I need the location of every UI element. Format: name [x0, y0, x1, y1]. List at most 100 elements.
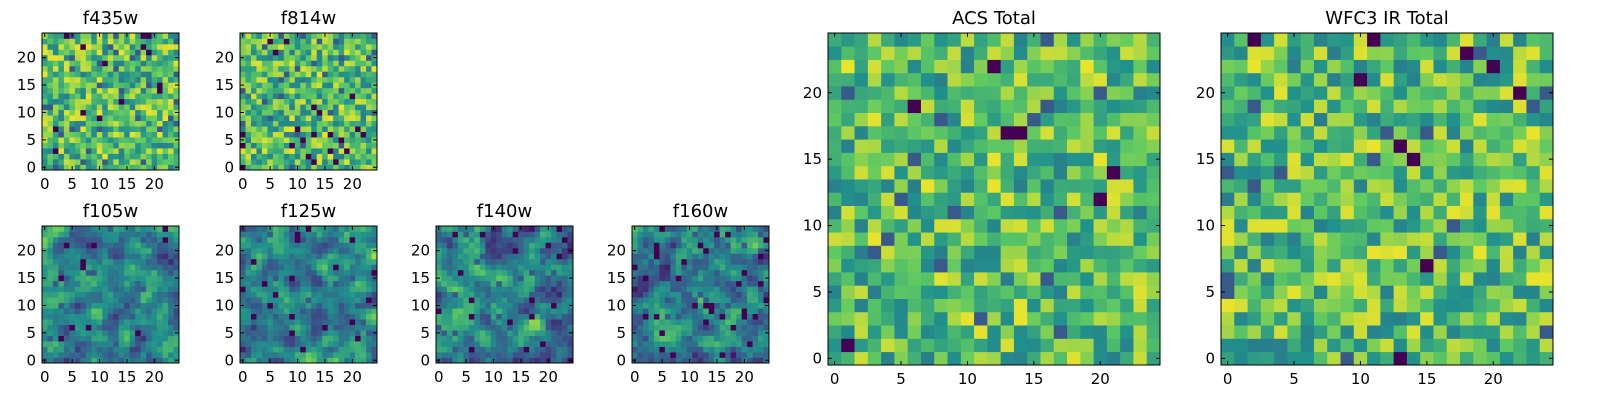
heatmap-cell [653, 269, 660, 276]
heatmap-cell [436, 269, 442, 276]
heatmap-cell [974, 33, 988, 47]
heatmap-cell [947, 125, 962, 140]
heatmap-cell [664, 258, 671, 265]
heatmap-cell [854, 86, 869, 100]
heatmap-cell [894, 232, 909, 246]
heatmap-cell [261, 236, 268, 243]
heatmap-cell [1120, 165, 1134, 180]
heatmap-cell [349, 87, 356, 94]
heatmap-cell [1067, 205, 1081, 220]
heatmap-cell [344, 115, 350, 122]
heatmap-cell [74, 153, 81, 160]
heatmap-cell [118, 357, 125, 364]
heatmap-cell [140, 291, 147, 298]
heatmap-cell [987, 59, 1001, 74]
heatmap-cell [1406, 165, 1421, 180]
heatmap-cell [562, 231, 568, 238]
x-tick-label: 0 [40, 175, 50, 193]
heatmap-cell [1247, 152, 1262, 167]
heatmap-cell [736, 330, 742, 336]
heatmap-cell [366, 131, 372, 138]
heatmap-cell [867, 285, 882, 299]
heatmap-cell [1067, 325, 1081, 339]
heatmap-cell [129, 226, 136, 232]
heatmap-cells [436, 226, 574, 364]
heatmap-cell [540, 346, 546, 353]
heatmap-cell [355, 109, 361, 116]
heatmap-cell [648, 297, 655, 304]
heatmap-cell [333, 126, 339, 132]
heatmap-cell [278, 87, 285, 94]
heatmap-cell [256, 226, 263, 232]
heatmap-cell [659, 335, 666, 342]
heatmap-cell [714, 308, 721, 315]
heatmap-cell [267, 142, 274, 149]
heatmap-cell [250, 109, 257, 116]
heatmap-cell [1106, 338, 1121, 353]
heatmap-cell [245, 319, 252, 325]
heatmap-cell [719, 231, 726, 238]
heatmap-cell [664, 231, 671, 238]
heatmap-cell [316, 148, 323, 154]
heatmap-cell [355, 291, 361, 298]
heatmap-cell [124, 242, 131, 249]
heatmap-cell [289, 226, 296, 232]
heatmap-cell [294, 60, 301, 67]
heatmap-cell [736, 308, 742, 315]
heatmap-cell [934, 46, 948, 60]
heatmap-cell [1473, 218, 1487, 233]
heatmap-cell [987, 72, 1001, 87]
heatmap-cell [920, 165, 935, 180]
heatmap-cell [752, 357, 759, 364]
heatmap-cell [140, 65, 147, 72]
heatmap-cell [69, 43, 76, 50]
heatmap-cell [355, 82, 361, 89]
heatmap-cell [551, 236, 557, 243]
heatmap-cell [934, 311, 948, 326]
heatmap-cell [692, 319, 699, 325]
heatmap-cell [69, 159, 76, 165]
heatmap-cell [642, 226, 649, 232]
heatmap-cell [841, 338, 855, 353]
heatmap-cell [283, 82, 290, 89]
heatmap-cell [562, 297, 568, 304]
heatmap-cell [91, 346, 98, 353]
heatmap-cell [1513, 165, 1527, 180]
heatmap-cell [52, 82, 59, 89]
heatmap-cell [1093, 179, 1108, 193]
heatmap-cell [474, 357, 481, 364]
heatmap-cell [58, 54, 65, 61]
heatmap-cell [333, 226, 339, 232]
heatmap-cell [102, 104, 109, 111]
heatmap-cell [534, 258, 541, 265]
heatmap-cell [1234, 298, 1248, 313]
heatmap-cell [256, 242, 263, 249]
heatmap-cell [327, 231, 334, 238]
heatmap-cell [135, 324, 141, 331]
heatmap-cell [987, 311, 1001, 326]
heatmap-cell [763, 346, 770, 353]
heatmap-cell [681, 341, 688, 347]
heatmap-cell [333, 43, 339, 50]
heatmap-cell [157, 65, 163, 72]
heatmap-cell [763, 341, 770, 347]
heatmap-cell [947, 192, 962, 206]
heatmap-cell [349, 231, 356, 238]
heatmap-cell [507, 291, 514, 298]
heatmap-cell [327, 76, 334, 83]
heatmap-cell [316, 159, 323, 165]
heatmap-cell [960, 179, 975, 193]
heatmap-cell [96, 330, 103, 336]
y-tick-label: 10 [17, 296, 36, 314]
heatmap-cell [763, 280, 770, 287]
heatmap-cell [168, 43, 174, 50]
heatmap-cell [85, 324, 92, 331]
heatmap-cell [1486, 232, 1501, 246]
heatmap-cell [1040, 232, 1055, 246]
heatmap-cell [135, 264, 141, 271]
heatmap-cell [1287, 232, 1302, 246]
heatmap-cell [52, 258, 59, 265]
heatmap-cell [162, 275, 169, 282]
heatmap-cell [752, 313, 759, 320]
heatmap-cell [637, 253, 644, 260]
